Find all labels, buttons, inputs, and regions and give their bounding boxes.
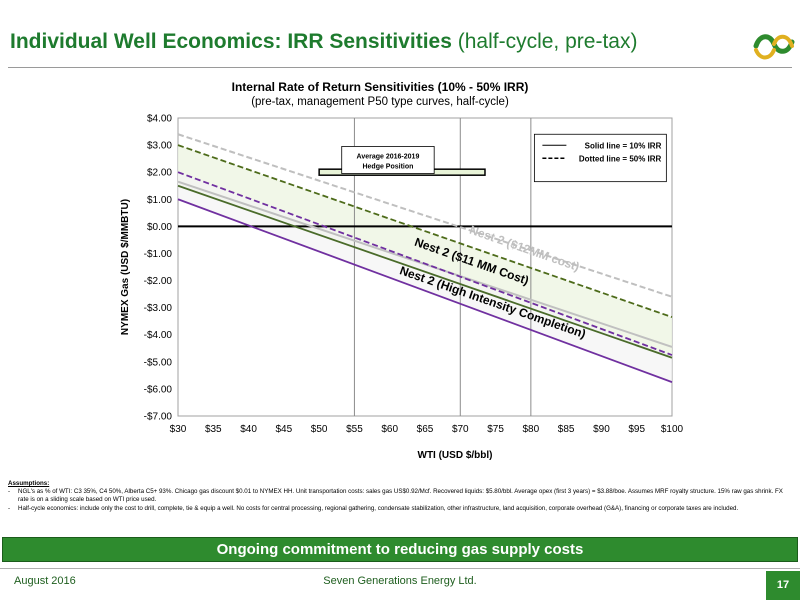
purple-sensitivity-band (178, 172, 672, 383)
series-line-nest2_hic-solid (177, 198, 673, 383)
y-tick-label: $4.00 (147, 114, 172, 125)
hedge-annotation-line-2: Hedge Position (362, 163, 413, 170)
page-title-qualifier: (half-cycle, pre-tax) (457, 30, 638, 53)
x-axis-title: WTI (USD $/bbl) (418, 450, 493, 461)
series-line-nest2_11mm-dashed (177, 144, 673, 318)
key-message-banner: Ongoing commitment to reducing gas suppl… (2, 537, 798, 562)
series-line-nest2_11mm-solid (177, 184, 673, 359)
company-logo-icon (753, 34, 795, 60)
x-tick-label: $35 (205, 424, 222, 435)
x-tick-label: $60 (381, 424, 398, 435)
series-line-nest2_12mm-dashed (177, 133, 673, 298)
title-divider (8, 67, 792, 68)
y-tick-label: $2.00 (147, 168, 172, 179)
legend-entry-solid: Solid line = 10% IRR (585, 141, 662, 150)
y-tick-label: -$4.00 (144, 330, 173, 341)
x-tick-label: $50 (311, 424, 328, 435)
y-tick-label: $1.00 (147, 195, 172, 206)
series-line-nest2_hic-dashed (177, 171, 673, 356)
y-tick-label: -$6.00 (144, 384, 173, 395)
y-tick-label: $0.00 (147, 222, 172, 233)
x-tick-label: $90 (593, 424, 610, 435)
page-title: Individual Well Economics: IRR Sensitivi… (10, 30, 637, 54)
hedge-annotation-line-1: Average 2016-2019 (357, 153, 420, 160)
x-tick-label: $30 (170, 424, 187, 435)
x-tick-label: $100 (661, 424, 684, 435)
irr-sensitivity-chart: $4.00 $3.00 $2.00 $1.00 $0.00 -$1.00 -$2.00 -$3… (120, 114, 684, 462)
x-tick-label: $65 (417, 424, 434, 435)
assumption-item-half-cycle: Half-cycle economics: include only the c… (8, 505, 788, 513)
y-tick-label: -$3.00 (144, 303, 173, 314)
x-tick-label: $85 (558, 424, 575, 435)
x-tick-label: $45 (276, 424, 293, 435)
chart-title: Internal Rate of Return Sensitivities (1… (231, 80, 529, 94)
assumptions-heading: Assumptions: (8, 480, 50, 487)
hedge-annotation-box (341, 146, 435, 174)
y-tick-label: -$2.00 (144, 276, 173, 287)
chart-subtitle: (pre-tax, management P50 type curves, ha… (251, 96, 509, 108)
page-title-main: Individual Well Economics: IRR Sensitivi… (10, 30, 452, 53)
legend-entry-dotted: Dotted line = 50% IRR (579, 154, 662, 163)
page-number: 17 (766, 571, 800, 600)
y-tick-label: -$7.00 (144, 412, 173, 423)
x-tick-label: $70 (452, 424, 469, 435)
x-tick-label: $40 (240, 424, 257, 435)
footer-divider (0, 568, 800, 569)
x-tick-label: $80 (523, 424, 540, 435)
y-tick-label: -$1.00 (144, 249, 173, 260)
assumptions-block: Assumptions: NGL's as % of WTI: C3 35%, … (8, 480, 788, 513)
y-tick-label: $3.00 (147, 141, 172, 152)
assumption-item-pricing: NGL's as % of WTI: C3 35%, C4 50%, Alber… (8, 488, 788, 504)
y-axis-title: NYMEX Gas (USD $/MMBTU) (120, 199, 131, 335)
footer-company: Seven Generations Energy Ltd. (323, 575, 477, 587)
y-tick-label: -$5.00 (144, 357, 173, 368)
x-tick-label: $75 (487, 424, 504, 435)
footer-date: August 2016 (14, 575, 76, 587)
x-tick-label: $95 (628, 424, 645, 435)
x-tick-label: $55 (346, 424, 363, 435)
